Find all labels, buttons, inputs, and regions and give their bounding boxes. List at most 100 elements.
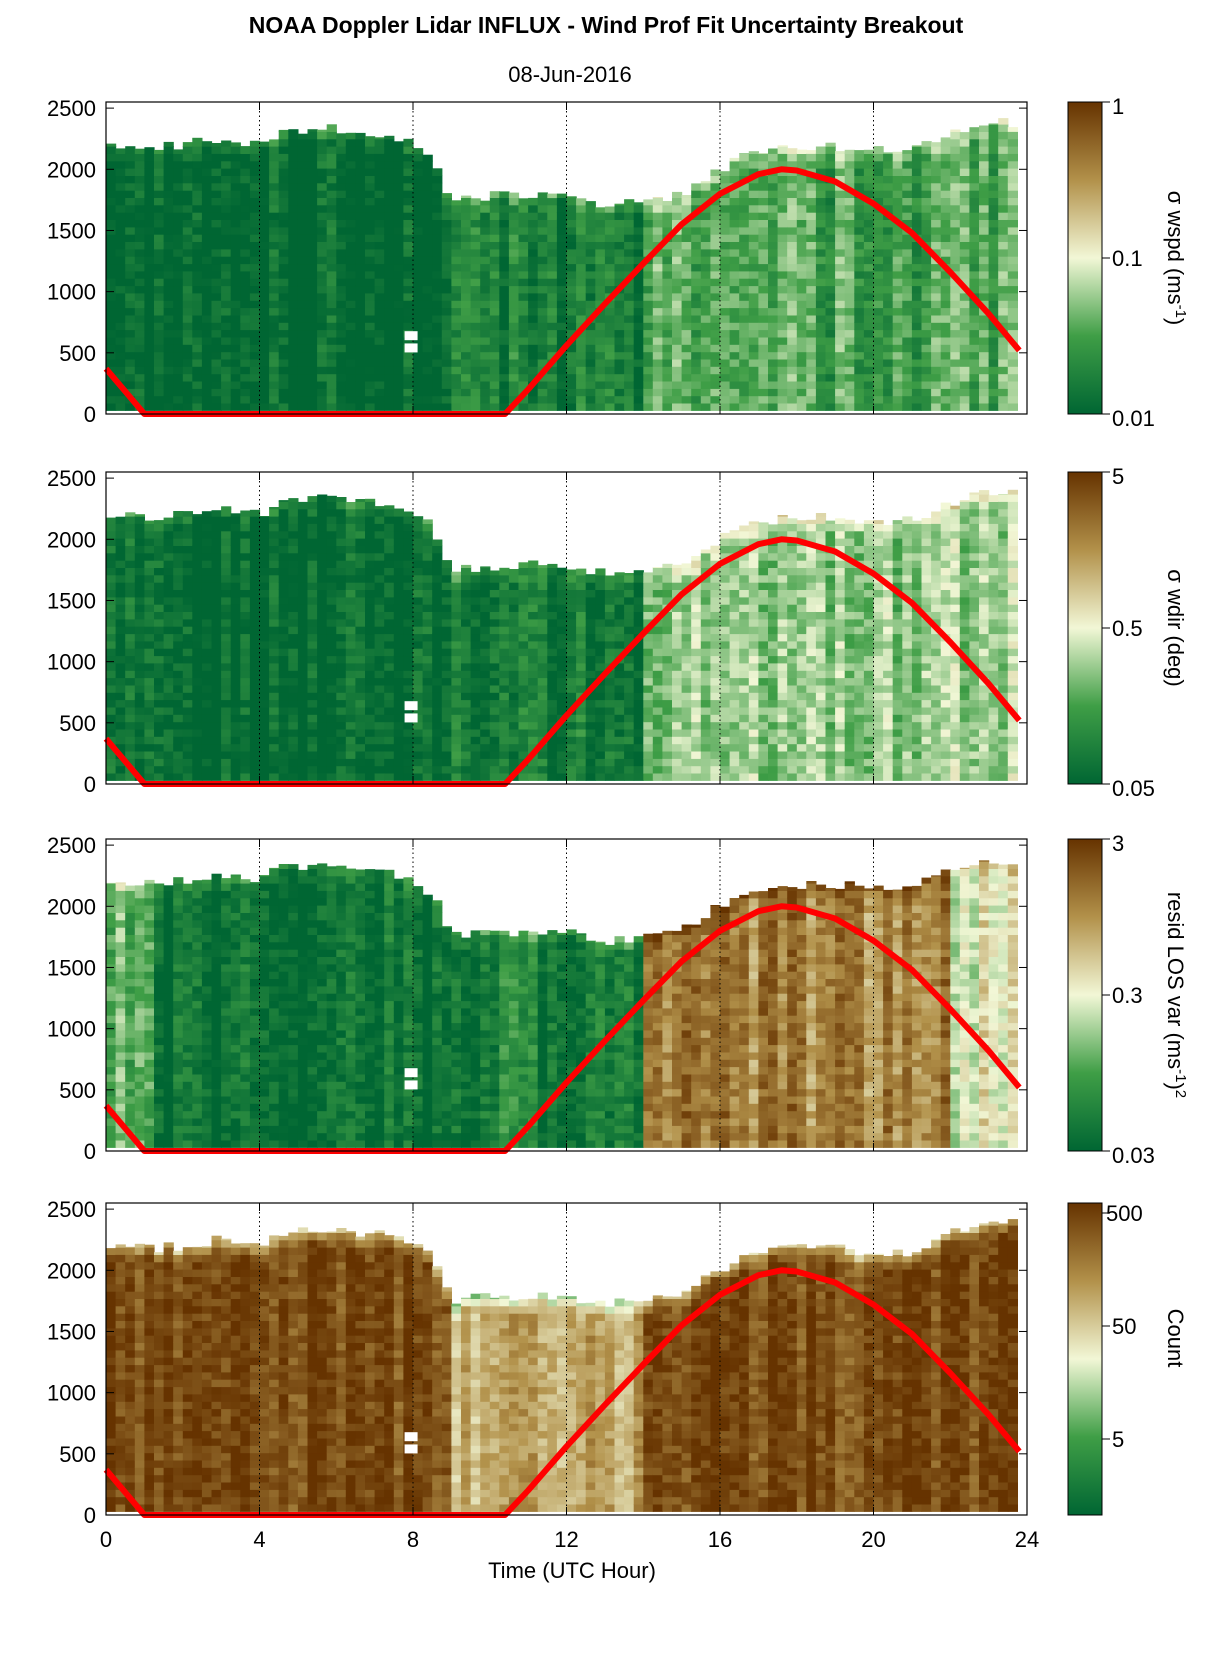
heatmap-cell <box>902 153 913 162</box>
heatmap-cell <box>134 633 145 642</box>
heatmap-cell <box>863 366 875 375</box>
heatmap-cell <box>787 226 798 235</box>
heatmap-cell <box>374 721 385 730</box>
heatmap-cell <box>125 567 136 576</box>
heatmap-cell <box>432 773 443 781</box>
heatmap-cell <box>144 153 155 162</box>
heatmap-cell <box>393 278 404 287</box>
heatmap-cell <box>365 307 376 316</box>
heatmap-cell <box>710 366 721 375</box>
heatmap-cell <box>374 270 385 279</box>
heatmap-cell <box>163 381 174 389</box>
heatmap-cell <box>432 743 443 752</box>
heatmap-cell <box>355 204 366 213</box>
heatmap-cell <box>518 677 529 686</box>
heatmap-cell <box>374 292 385 301</box>
heatmap-cell <box>355 530 366 539</box>
heatmap-cell <box>173 234 184 242</box>
heatmap-cell <box>959 182 970 191</box>
heatmap-cell <box>134 677 145 686</box>
heatmap-cell <box>528 582 539 590</box>
heatmap-cell <box>825 307 836 316</box>
heatmap-cell <box>240 618 251 627</box>
heatmap-cell <box>125 743 136 752</box>
heatmap-cell <box>355 292 366 301</box>
heatmap-cell <box>393 538 404 546</box>
y-tick-label: 1000 <box>47 280 96 305</box>
heatmap-cell <box>854 285 865 294</box>
heatmap-cell <box>393 175 404 184</box>
heatmap-cell <box>259 182 270 191</box>
heatmap-cell <box>288 618 299 627</box>
heatmap-cell <box>652 366 663 375</box>
heatmap-cell <box>854 256 865 265</box>
heatmap-cell <box>249 523 261 532</box>
heatmap-cell <box>230 545 241 554</box>
heatmap-cell <box>106 234 117 242</box>
heatmap-cell <box>969 351 980 360</box>
heatmap-cell <box>365 136 376 140</box>
heatmap-cell <box>134 604 145 612</box>
heatmap-cell <box>240 256 251 265</box>
heatmap-cell <box>125 758 136 767</box>
heatmap-cell <box>422 706 433 715</box>
heatmap-cell <box>950 403 961 411</box>
heatmap-cell <box>556 307 568 316</box>
heatmap-cell <box>240 351 251 360</box>
heatmap-cell <box>211 736 222 745</box>
heatmap-cell <box>317 234 328 242</box>
heatmap-cell <box>115 314 126 323</box>
heatmap-cell <box>729 212 740 220</box>
heatmap-cell <box>739 344 750 353</box>
heatmap-cell <box>201 728 213 737</box>
heatmap-cell <box>950 307 961 316</box>
heatmap-cell <box>470 226 481 235</box>
heatmap-cell <box>748 322 759 331</box>
heatmap-cell <box>729 270 740 279</box>
heatmap-cell <box>700 292 711 301</box>
heatmap-cell <box>422 381 433 389</box>
heatmap-cell <box>461 728 472 737</box>
heatmap-cell <box>173 523 184 532</box>
heatmap-cell <box>585 307 596 316</box>
heatmap-cell <box>230 270 241 279</box>
heatmap-cell <box>480 743 491 752</box>
heatmap-cell <box>768 153 779 162</box>
heatmap-cell <box>297 611 309 620</box>
heatmap-cell <box>672 329 683 338</box>
heatmap-cell <box>307 351 318 360</box>
heatmap-cell <box>720 256 731 265</box>
heatmap-cell <box>979 388 990 397</box>
heatmap-cell <box>345 508 356 517</box>
heatmap-cell <box>652 278 663 287</box>
heatmap-cell <box>969 226 980 235</box>
heatmap-cell <box>748 263 759 272</box>
heatmap-cell <box>451 633 462 642</box>
heatmap-cell <box>614 351 625 360</box>
heatmap-cell <box>384 358 395 367</box>
heatmap-cell <box>768 322 779 331</box>
heatmap-cell <box>681 292 692 301</box>
heatmap-cell <box>221 640 232 649</box>
heatmap-cell <box>374 728 385 737</box>
heatmap-cell <box>384 574 395 583</box>
heatmap-cell <box>192 197 203 206</box>
heatmap-cell <box>441 604 452 612</box>
heatmap-cell <box>825 351 836 360</box>
heatmap-cell <box>528 307 539 316</box>
heatmap-cell <box>528 670 539 679</box>
heatmap-cell <box>144 373 155 382</box>
heatmap-cell <box>911 285 923 294</box>
heatmap-cell <box>499 344 510 353</box>
heatmap-cell <box>499 611 510 620</box>
heatmap-cell <box>508 197 520 206</box>
heatmap-cell <box>345 633 356 642</box>
heatmap-cell <box>230 344 241 353</box>
heatmap-cell <box>700 381 711 389</box>
heatmap-cell <box>979 270 990 279</box>
heatmap-cell <box>211 589 222 598</box>
heatmap-cell <box>384 530 395 539</box>
heatmap-cell <box>815 146 827 154</box>
heatmap-cell <box>422 670 433 679</box>
heatmap-cell <box>345 190 356 198</box>
